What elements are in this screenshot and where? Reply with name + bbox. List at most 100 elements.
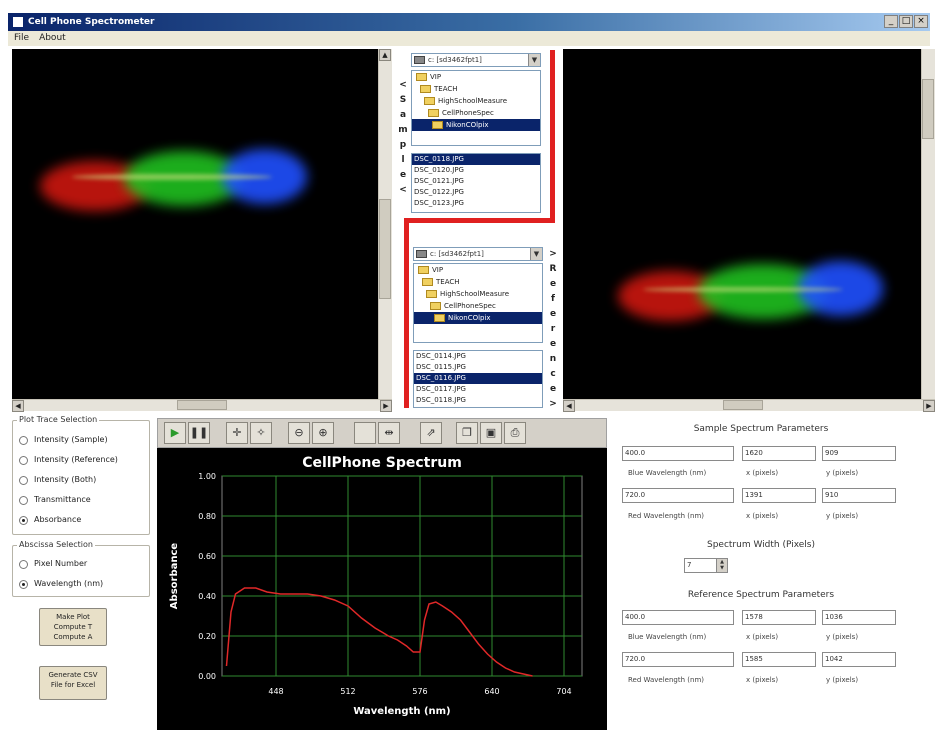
chevron-down-icon[interactable]: ▼: [530, 248, 542, 260]
folder-item[interactable]: VIP: [412, 71, 540, 83]
reference-red-x-field[interactable]: 1585: [742, 652, 816, 667]
blank-icon[interactable]: [354, 422, 376, 444]
plot-trace-title: Plot Trace Selection: [17, 415, 100, 424]
x-tick-label: 448: [268, 687, 283, 696]
radio-wavelength[interactable]: Wavelength (nm): [19, 578, 103, 590]
folder-open-icon: [432, 121, 443, 129]
scroll-right-icon[interactable]: ▶: [923, 400, 935, 412]
folder-item[interactable]: TEACH: [414, 276, 542, 288]
reference-file-list[interactable]: DSC_0114.JPG DSC_0115.JPG DSC_0116.JPG D…: [413, 350, 543, 408]
close-button[interactable]: ×: [914, 15, 928, 28]
sample-hscroll-thumb[interactable]: [177, 400, 227, 410]
y-axis-label: Absorbance: [169, 543, 180, 610]
menu-file[interactable]: File: [14, 33, 30, 43]
zoom-out-icon[interactable]: ⊖: [288, 422, 310, 444]
spectrum-width-stepper[interactable]: 7 ▲ ▼: [684, 558, 728, 573]
title-bar: Cell Phone Spectrometer _ □ ×: [8, 13, 930, 31]
reference-drive-select[interactable]: c: [sd3462fpt1] ▼: [413, 247, 543, 261]
file-item[interactable]: DSC_0115.JPG: [416, 363, 466, 371]
sample-vscroll[interactable]: ▲: [378, 49, 392, 399]
reference-hscroll[interactable]: ◀ ▶: [563, 399, 935, 412]
fit-icon[interactable]: ⇹: [378, 422, 400, 444]
reference-vscroll[interactable]: [921, 49, 935, 399]
divider-horizontal: [404, 218, 555, 223]
stepper-arrows-icon[interactable]: ▲ ▼: [716, 559, 727, 572]
reference-blue-y-field[interactable]: 1036: [822, 610, 896, 625]
scroll-right-icon[interactable]: ▶: [380, 400, 392, 412]
scroll-left-icon[interactable]: ◀: [12, 400, 24, 412]
file-item[interactable]: DSC_0117.JPG: [416, 385, 466, 393]
caption: x (pixels): [746, 512, 779, 520]
make-plot-button[interactable]: Make Plot Compute T Compute A: [39, 608, 107, 646]
sample-file-list[interactable]: DSC_0118.JPG DSC_0120.JPG DSC_0121.JPG D…: [411, 153, 541, 213]
sample-blue-wavelength-field[interactable]: 400.0: [622, 446, 734, 461]
sample-blue-x-field[interactable]: 1620: [742, 446, 816, 461]
radio-icon: [19, 495, 28, 505]
file-item[interactable]: DSC_0114.JPG: [416, 352, 466, 360]
sample-red-x-field[interactable]: 1391: [742, 488, 816, 503]
radio-intensity-both[interactable]: Intensity (Both): [19, 474, 96, 486]
spectrum-width-title: Spectrum Width (Pixels): [706, 540, 815, 550]
pause-icon[interactable]: ❚❚: [188, 422, 210, 444]
folder-item[interactable]: CellPhoneSpec: [414, 300, 542, 312]
zoom-in-icon[interactable]: ⊕: [312, 422, 334, 444]
sample-red-y-field[interactable]: 910: [822, 488, 896, 503]
sample-hscroll[interactable]: ◀ ▶: [12, 399, 392, 412]
folder-item-selected[interactable]: NikonCOlpix: [412, 119, 540, 131]
radio-intensity-sample[interactable]: Intensity (Sample): [19, 434, 108, 446]
folder-item-selected[interactable]: NikonCOlpix: [414, 312, 542, 324]
sample-drive-select[interactable]: c: [sd3462fpt1] ▼: [411, 53, 541, 67]
reference-hscroll-thumb[interactable]: [723, 400, 763, 410]
generate-csv-button[interactable]: Generate CSV File for Excel: [39, 666, 107, 700]
chevron-down-icon[interactable]: ▼: [528, 54, 540, 66]
reference-red-wavelength-field[interactable]: 720.0: [622, 652, 734, 667]
radio-intensity-reference[interactable]: Intensity (Reference): [19, 454, 118, 466]
menu-about[interactable]: About: [39, 33, 66, 43]
sample-vscroll-thumb[interactable]: [379, 199, 391, 299]
radio-pixel-number[interactable]: Pixel Number: [19, 558, 87, 570]
maximize-button[interactable]: □: [899, 15, 913, 28]
reference-image-pane[interactable]: [563, 49, 921, 399]
scroll-up-icon[interactable]: ▲: [379, 49, 391, 61]
scroll-left-icon[interactable]: ◀: [563, 400, 575, 412]
sample-blue-y-field[interactable]: 909: [822, 446, 896, 461]
minimize-button[interactable]: _: [884, 15, 898, 28]
folder-item[interactable]: HighSchoolMeasure: [414, 288, 542, 300]
reference-red-y-field[interactable]: 1042: [822, 652, 896, 667]
radio-absorbance[interactable]: Absorbance: [19, 514, 81, 526]
sample-red-wavelength-field[interactable]: 720.0: [622, 488, 734, 503]
cursor-icon[interactable]: ✧: [250, 422, 272, 444]
file-item[interactable]: DSC_0123.JPG: [414, 199, 464, 207]
print-icon[interactable]: ⎙: [504, 422, 526, 444]
file-item-selected[interactable]: DSC_0118.JPG: [412, 154, 540, 165]
file-item-selected[interactable]: DSC_0116.JPG: [414, 373, 542, 384]
radio-icon: [19, 475, 28, 485]
file-item[interactable]: DSC_0120.JPG: [414, 166, 464, 174]
reference-vscroll-thumb[interactable]: [922, 79, 934, 139]
folder-item[interactable]: VIP: [414, 264, 542, 276]
x-tick-label: 512: [340, 687, 355, 696]
reference-blue-wavelength-field[interactable]: 400.0: [622, 610, 734, 625]
sample-image-pane[interactable]: [12, 49, 378, 399]
save-icon[interactable]: ▣: [480, 422, 502, 444]
play-icon[interactable]: ▶: [164, 422, 186, 444]
file-item[interactable]: DSC_0122.JPG: [414, 188, 464, 196]
folder-item[interactable]: HighSchoolMeasure: [412, 95, 540, 107]
sample-folder-list[interactable]: VIP TEACH HighSchoolMeasure CellPhoneSpe…: [411, 70, 541, 146]
menu-bar: File About: [8, 31, 930, 46]
radio-icon: [19, 455, 28, 465]
x-tick-label: 576: [412, 687, 427, 696]
folder-item[interactable]: TEACH: [412, 83, 540, 95]
reference-blue-x-field[interactable]: 1578: [742, 610, 816, 625]
folder-open-icon: [434, 314, 445, 322]
window-controls: _ □ ×: [884, 15, 928, 28]
export-icon[interactable]: ⇗: [420, 422, 442, 444]
file-item[interactable]: DSC_0121.JPG: [414, 177, 464, 185]
folder-item[interactable]: CellPhoneSpec: [412, 107, 540, 119]
reference-folder-list[interactable]: VIP TEACH HighSchoolMeasure CellPhoneSpe…: [413, 263, 543, 343]
radio-transmittance[interactable]: Transmittance: [19, 494, 91, 506]
file-item[interactable]: DSC_0118.JPG: [416, 396, 466, 404]
copy-icon[interactable]: ❐: [456, 422, 478, 444]
caption: y (pixels): [826, 512, 859, 520]
pan-icon[interactable]: ✛: [226, 422, 248, 444]
